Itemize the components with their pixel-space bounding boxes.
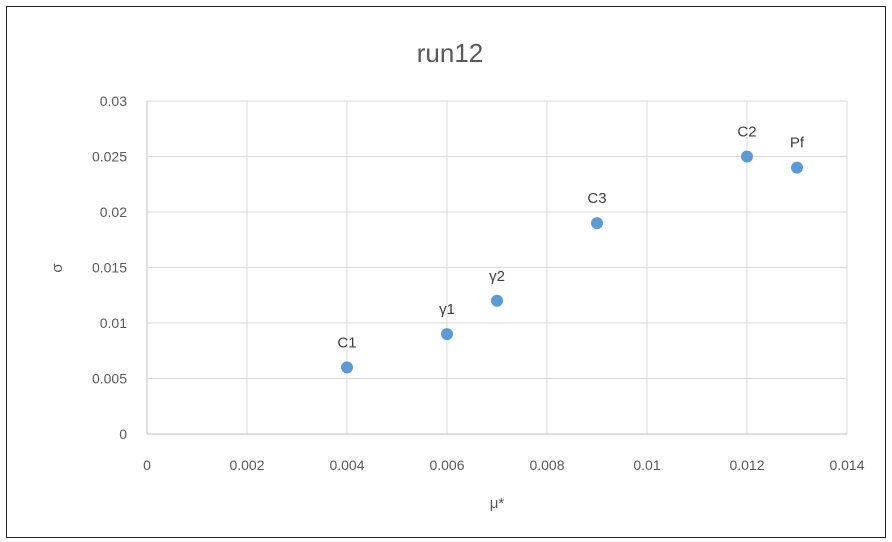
- chart-title: run12: [417, 38, 484, 68]
- x-axis-label: μ*: [490, 495, 505, 512]
- point-layer: C1 γ1 γ2 C3 C2 Pf: [337, 124, 805, 374]
- tick-layer: 0 0.002 0.004 0.006 0.008 0.01 0.012 0.014 0 0.00…: [92, 93, 865, 473]
- data-point: [791, 161, 803, 174]
- data-point: [591, 217, 603, 230]
- y-tick-label: 0.025: [92, 149, 127, 165]
- data-point: [741, 150, 753, 163]
- x-tick-label: 0.002: [229, 457, 264, 473]
- data-point-label: γ2: [489, 268, 505, 285]
- y-tick-label: 0.02: [100, 204, 127, 220]
- x-tick-label: 0.012: [729, 457, 764, 473]
- data-point: [341, 361, 353, 374]
- data-point: [491, 294, 503, 307]
- y-tick-label: 0.01: [100, 315, 127, 331]
- data-point-label: C3: [587, 190, 606, 207]
- chart-frame: [6, 6, 886, 538]
- x-tick-label: 0: [143, 457, 151, 473]
- x-tick-label: 0.014: [829, 457, 864, 473]
- y-tick-label: 0.005: [92, 371, 127, 387]
- grid-layer: [146, 100, 848, 435]
- data-point-label: C1: [337, 334, 356, 351]
- y-axis-label: σ: [49, 263, 66, 273]
- x-tick-label: 0.006: [429, 457, 464, 473]
- x-tick-label: 0.01: [633, 457, 660, 473]
- data-point-label: C2: [737, 124, 756, 141]
- y-tick-label: 0: [119, 426, 127, 442]
- x-tick-label: 0.004: [329, 457, 364, 473]
- y-tick-label: 0.015: [92, 260, 127, 276]
- y-tick-label: 0.03: [100, 93, 127, 109]
- data-point-label: Pf: [790, 135, 805, 152]
- data-point: [441, 328, 453, 341]
- x-tick-label: 0.008: [529, 457, 564, 473]
- data-point-label: γ1: [439, 301, 455, 318]
